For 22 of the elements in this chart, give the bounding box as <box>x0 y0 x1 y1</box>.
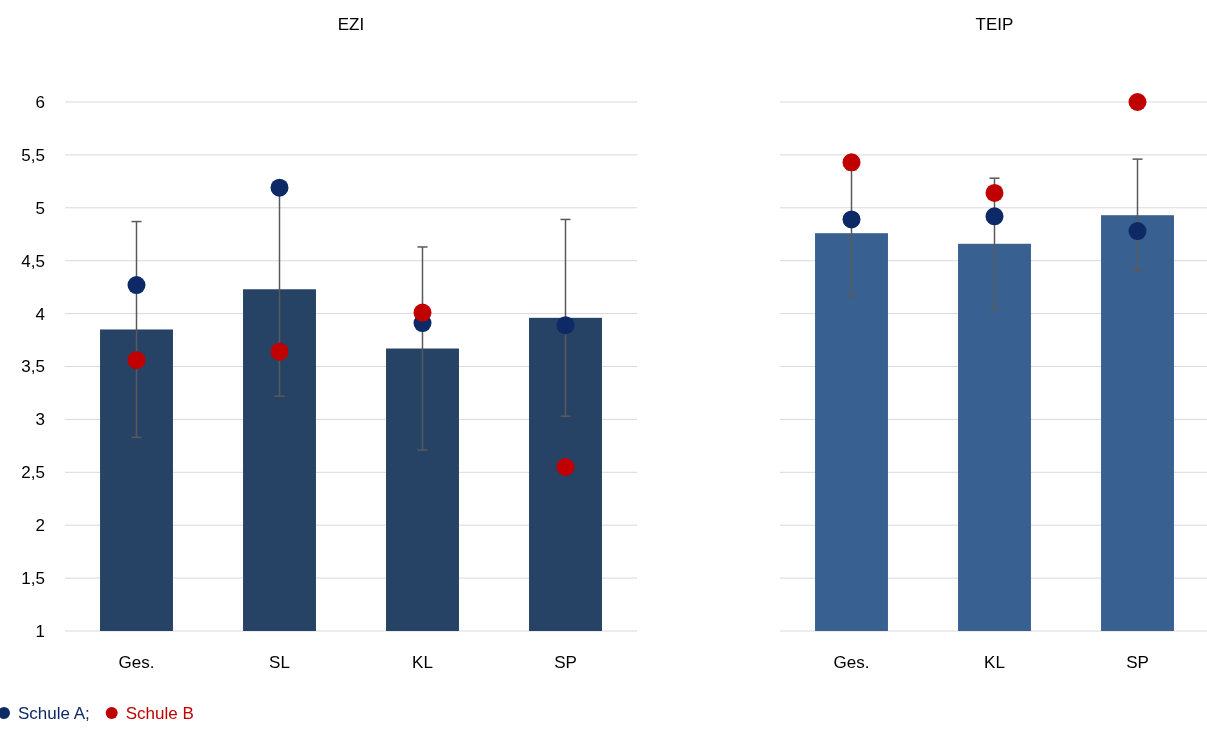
y-tick-label: 2,5 <box>21 463 45 483</box>
x-tick-label: Ges. <box>118 653 155 672</box>
chart-title: TEIP <box>975 15 1014 34</box>
x-tick-label: KL <box>984 653 1005 672</box>
legend-label: Schule A; <box>18 704 90 723</box>
legend-label: Schule B <box>125 704 194 723</box>
x-tick-label: SP <box>1126 653 1149 672</box>
y-tick-label: 5,5 <box>21 145 45 165</box>
y-tick-label: 1,5 <box>21 569 45 589</box>
y-tick-label: 5 <box>35 198 45 218</box>
y-tick-label: 3,5 <box>21 357 45 377</box>
y-tick-label: 1 <box>35 621 45 641</box>
y-tick-label: 3 <box>35 410 45 430</box>
y-tick-label: 6 <box>35 92 45 112</box>
y-tick-label: 2 <box>35 516 45 536</box>
y-tick-label: 4 <box>35 304 45 324</box>
x-tick-label: SL <box>269 653 290 672</box>
x-tick-label: KL <box>412 653 433 672</box>
x-tick-label: SP <box>554 653 577 672</box>
y-tick-label: 4,5 <box>21 251 45 271</box>
x-tick-label: Ges. <box>833 653 870 672</box>
chart-title: EZI <box>337 15 365 34</box>
